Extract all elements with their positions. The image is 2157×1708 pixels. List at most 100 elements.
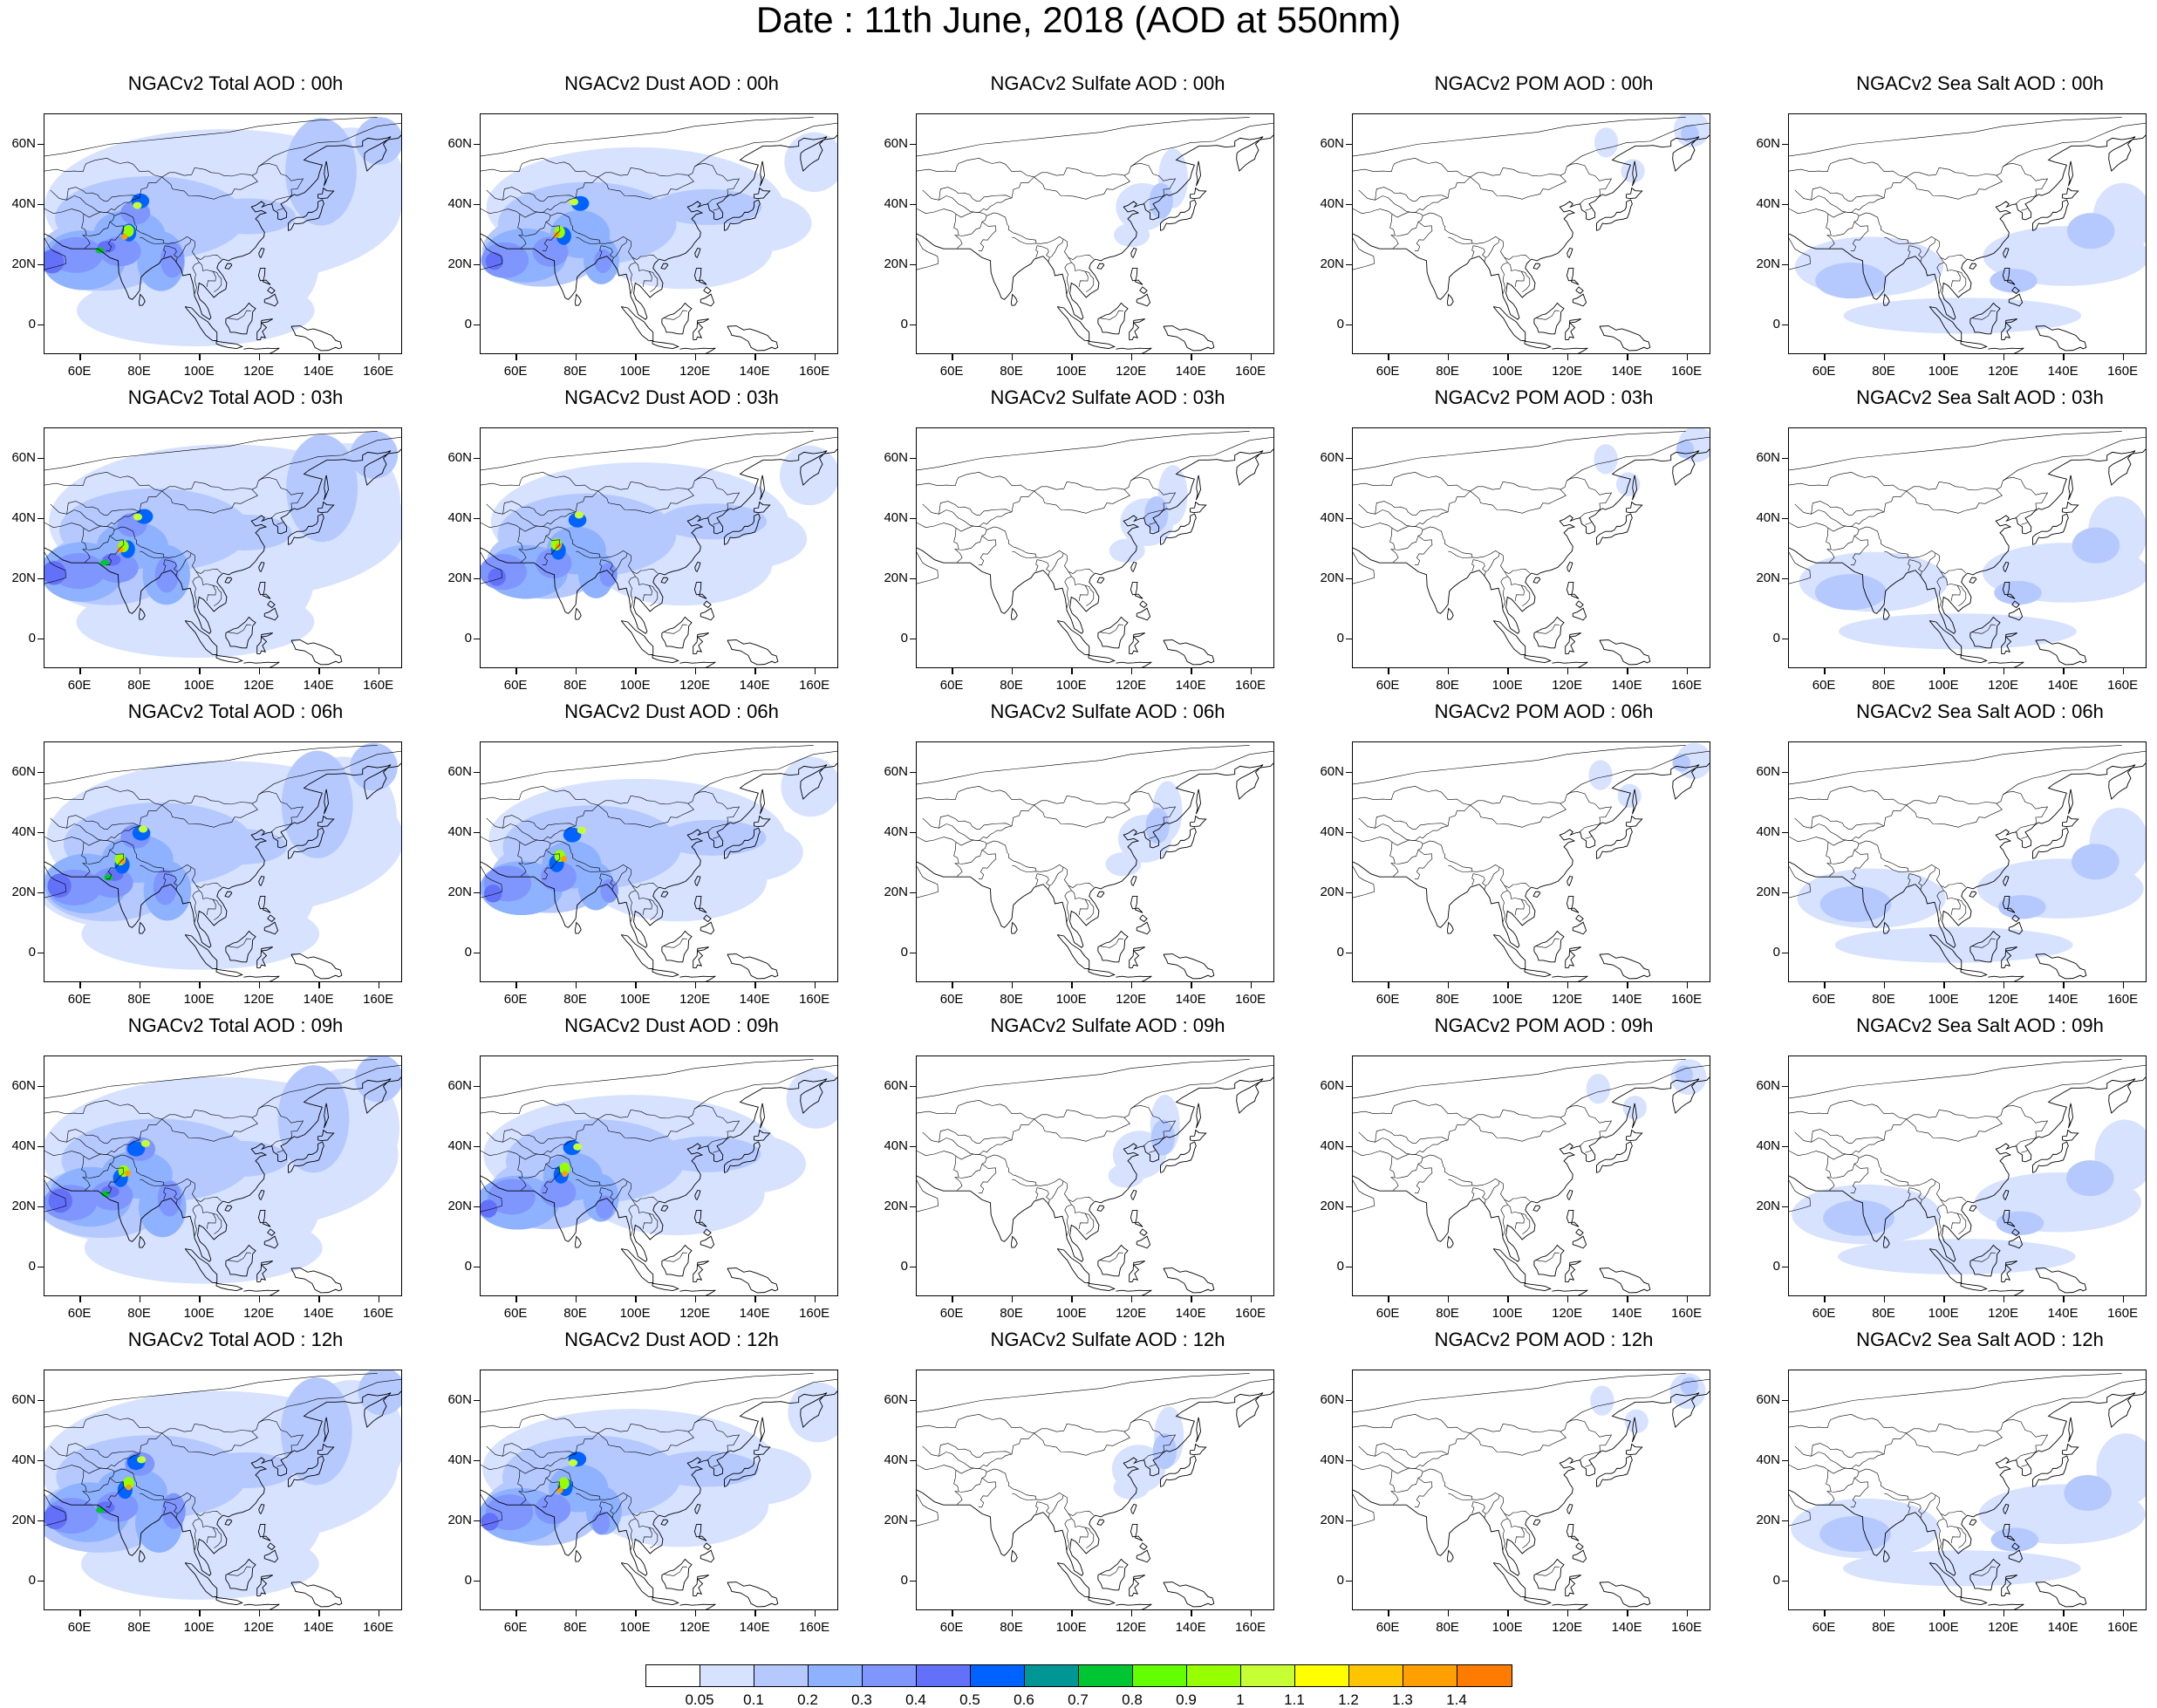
country-border (1567, 122, 1710, 167)
coastline (138, 1549, 146, 1562)
x-tick-label: 80E (563, 678, 587, 693)
y-tick-mark (474, 1085, 480, 1087)
country-border (1130, 1064, 1273, 1110)
country-border (1064, 576, 1072, 608)
country-border (939, 815, 1013, 830)
colorbar-label: 1.4 (1446, 1691, 1467, 1708)
coastline (288, 1455, 324, 1487)
country-border (1504, 570, 1525, 602)
coastline (1567, 561, 1573, 573)
country-border (1062, 1494, 1095, 1516)
x-tick-mark (1191, 1610, 1192, 1616)
country-border (922, 817, 993, 841)
x-tick-label: 160E (799, 364, 830, 379)
x-tick-mark (1507, 354, 1509, 360)
aod-shade-area (281, 750, 353, 858)
coastline (1524, 968, 1552, 977)
aod-shade-area (784, 132, 837, 193)
country-border (270, 1452, 290, 1460)
x-tick-mark (515, 354, 517, 360)
aod-shade-area (1838, 1238, 2076, 1275)
country-border (1850, 1478, 1869, 1508)
x-tick-label: 60E (67, 678, 92, 693)
coastline (693, 581, 707, 599)
x-tick-label: 120E (1552, 1306, 1583, 1321)
country-border (1422, 526, 1500, 576)
panel-title: NGACv2 Dust AOD : 06h (564, 700, 779, 722)
country-border (1448, 864, 1473, 872)
y-tick-mark (474, 324, 480, 325)
coastline (1130, 267, 1143, 285)
country-border (992, 477, 1177, 520)
country-border (140, 1179, 165, 1186)
y-tick-mark (474, 1459, 480, 1461)
country-border (1422, 1154, 1500, 1204)
aod-shade-area (563, 827, 582, 843)
x-tick-mark (2063, 1296, 2065, 1302)
coastline (1130, 895, 1143, 913)
country-border (66, 187, 140, 202)
x-tick-mark (139, 1610, 141, 1616)
country-border (917, 786, 1034, 806)
x-tick-label: 120E (1116, 364, 1147, 379)
x-tick-label: 140E (1611, 1620, 1642, 1635)
coastline (694, 561, 701, 573)
aod-shade-area (2072, 844, 2119, 880)
country-border (1936, 1518, 1944, 1550)
coastline (1789, 448, 2146, 634)
country-border (597, 174, 694, 200)
country-border (917, 1059, 1250, 1099)
y-tick-label: 60N (447, 763, 472, 779)
colorbar-label: 0.6 (1014, 1691, 1034, 1708)
country-border (119, 791, 304, 834)
x-tick-label: 120E (1116, 678, 1147, 693)
country-border (1100, 938, 1123, 948)
coastline (317, 187, 335, 200)
y-tick-mark (474, 1399, 480, 1401)
country-border (481, 1414, 598, 1434)
coastline (1626, 187, 1643, 200)
colorbar-label: 0.5 (959, 1691, 980, 1708)
coastline (267, 1542, 276, 1551)
x-tick-label: 120E (243, 364, 275, 379)
x-tick-label: 120E (1988, 1620, 2019, 1635)
coastline (661, 302, 693, 335)
x-tick-label: 100E (619, 1620, 651, 1635)
y-tick-mark (910, 1085, 916, 1087)
country-border (163, 873, 178, 886)
country-border (626, 1180, 659, 1202)
y-tick-mark (1782, 1266, 1788, 1267)
country-border (542, 850, 561, 880)
aod-shade-area (193, 1140, 289, 1177)
aod-shade-area (481, 1513, 499, 1531)
coastline (660, 1519, 669, 1526)
coastline (724, 827, 761, 859)
country-border (917, 472, 1034, 492)
aod-shade-area (137, 1456, 147, 1464)
country-border (713, 522, 720, 525)
country-border (258, 1064, 401, 1110)
x-tick-label: 120E (1116, 1620, 1147, 1635)
coastline (1626, 501, 1643, 514)
aod-shade-area (123, 1477, 134, 1489)
country-border (978, 1478, 997, 1508)
country-border (1428, 1419, 1613, 1462)
country-border (161, 174, 258, 200)
y-tick-label: 40N (447, 1452, 472, 1467)
coastline (1195, 1417, 1201, 1443)
country-border (270, 195, 290, 204)
coastline (1088, 968, 1116, 977)
country-border (481, 238, 502, 270)
country-border (1062, 552, 1095, 574)
country-border (549, 1154, 628, 1204)
country-border (1789, 158, 1907, 178)
y-tick-label: 0 (900, 1258, 908, 1274)
map-frame (1352, 113, 1710, 354)
country-border (192, 890, 200, 922)
coastline (1190, 815, 1207, 828)
country-border (2015, 1138, 2035, 1146)
coastline (1010, 921, 1018, 934)
map-panel-pom-3: NGACv2 POM AOD : 09h 60N 40N 20N 0 60E 80E 100E… (1320, 1015, 1736, 1361)
country-border (576, 1179, 601, 1186)
map-frame (480, 741, 838, 982)
